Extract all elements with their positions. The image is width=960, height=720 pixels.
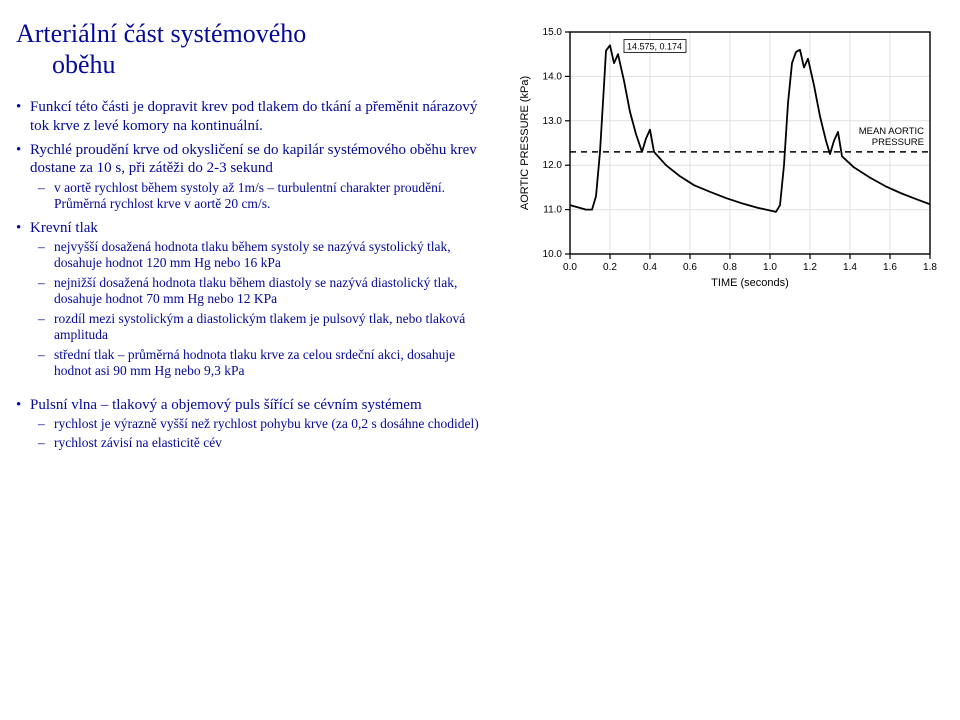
list-item: nejnižší dosažená hodnota tlaku během di… xyxy=(54,275,484,308)
list-item: Pulsní vlna – tlakový a objemový puls ší… xyxy=(30,396,484,452)
svg-text:14.0: 14.0 xyxy=(543,71,563,82)
bullet-text: Krevní tlak xyxy=(30,220,98,236)
svg-text:11.0: 11.0 xyxy=(543,205,562,216)
svg-text:0.6: 0.6 xyxy=(683,262,697,273)
bullet-text: nejnižší dosažená hodnota tlaku během di… xyxy=(54,275,457,306)
bullet-text: Rychlé proudění krve od okysličení se do… xyxy=(30,142,477,176)
list-item: Krevní tlak nejvyšší dosažená hodnota tl… xyxy=(30,219,484,380)
list-item: rozdíl mezi systolickým a diastolickým t… xyxy=(54,311,484,344)
svg-text:0.4: 0.4 xyxy=(643,262,657,273)
svg-text:12.0: 12.0 xyxy=(543,160,563,171)
svg-text:13.0: 13.0 xyxy=(543,116,563,127)
list-item: střední tlak – průměrná hodnota tlaku kr… xyxy=(54,347,484,380)
bullet-text: Pulsní vlna – tlakový a objemový puls ší… xyxy=(30,397,422,413)
svg-text:10.0: 10.0 xyxy=(543,249,563,260)
bullet-text: rychlost je výrazně vyšší než rychlost p… xyxy=(54,416,479,431)
svg-text:14.575, 0.174: 14.575, 0.174 xyxy=(627,42,682,52)
bullet-text: nejvyšší dosažená hodnota tlaku během sy… xyxy=(54,239,451,270)
list-item: rychlost závisí na elasticitě cév xyxy=(54,435,484,451)
svg-text:0.8: 0.8 xyxy=(723,262,737,273)
svg-text:MEAN AORTIC: MEAN AORTIC xyxy=(859,126,924,137)
svg-text:PRESSURE: PRESSURE xyxy=(872,137,924,148)
bullet-text: rychlost závisí na elasticitě cév xyxy=(54,435,222,450)
svg-text:1.6: 1.6 xyxy=(883,262,897,273)
svg-text:TIME (seconds): TIME (seconds) xyxy=(711,277,789,289)
aortic-pressure-chart: 0.0 0.2 0.4 0.6 0.8 1.0 1.2 1.4 1.6 1.8 10.0 11.0 12… xyxy=(512,22,942,292)
list-item: Funkcí této části je dopravit krev pod t… xyxy=(30,98,484,135)
svg-text:AORTIC PRESSURE (kPa): AORTIC PRESSURE (kPa) xyxy=(519,76,531,210)
svg-text:1.8: 1.8 xyxy=(923,262,937,273)
list-item: rychlost je výrazně vyšší než rychlost p… xyxy=(54,416,484,432)
bullet-text: v aortě rychlost během systoly až 1m/s –… xyxy=(54,180,445,211)
svg-text:1.0: 1.0 xyxy=(763,262,777,273)
svg-text:15.0: 15.0 xyxy=(543,27,563,38)
list-item: nejvyšší dosažená hodnota tlaku během sy… xyxy=(54,239,484,272)
list-item: v aortě rychlost během systoly až 1m/s –… xyxy=(54,180,484,213)
svg-text:1.4: 1.4 xyxy=(843,262,857,273)
bullet-text: rozdíl mezi systolickým a diastolickým t… xyxy=(54,311,465,342)
bullet-text: střední tlak – průměrná hodnota tlaku kr… xyxy=(54,347,455,378)
bullet-text: Funkcí této části je dopravit krev pod t… xyxy=(30,99,477,133)
bullet-list: Funkcí této části je dopravit krev pod t… xyxy=(14,98,484,451)
svg-text:1.2: 1.2 xyxy=(803,262,817,273)
svg-text:0.2: 0.2 xyxy=(603,262,617,273)
list-item: Rychlé proudění krve od okysličení se do… xyxy=(30,141,484,213)
svg-text:0.0: 0.0 xyxy=(563,262,577,273)
